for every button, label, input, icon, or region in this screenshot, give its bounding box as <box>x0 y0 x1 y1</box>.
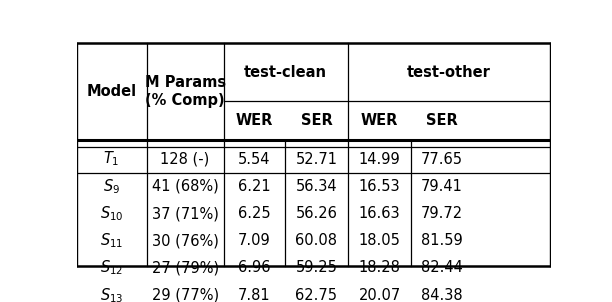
Text: 18.28: 18.28 <box>359 260 400 275</box>
Text: 62.75: 62.75 <box>296 288 337 302</box>
Text: 37 (71%): 37 (71%) <box>152 206 218 221</box>
Text: M Params
(% Comp): M Params (% Comp) <box>144 75 226 108</box>
Text: test-other: test-other <box>407 65 491 80</box>
Text: 30 (76%): 30 (76%) <box>152 233 218 248</box>
Text: 16.53: 16.53 <box>359 179 400 194</box>
Text: 6.21: 6.21 <box>238 179 271 194</box>
Text: 79.41: 79.41 <box>421 179 463 194</box>
Text: WER: WER <box>361 113 398 128</box>
Text: $S_{10}$: $S_{10}$ <box>100 204 124 223</box>
Text: 77.65: 77.65 <box>420 152 463 167</box>
Text: 29 (77%): 29 (77%) <box>152 288 218 302</box>
Text: 7.09: 7.09 <box>238 233 271 248</box>
Text: $T_1$: $T_1$ <box>103 150 120 169</box>
Text: 56.26: 56.26 <box>296 206 337 221</box>
Text: Model: Model <box>86 84 136 99</box>
Text: $S_9$: $S_9$ <box>103 177 120 196</box>
Text: 16.63: 16.63 <box>359 206 400 221</box>
Text: $S_{12}$: $S_{12}$ <box>100 259 123 277</box>
Text: test-clean: test-clean <box>244 65 327 80</box>
Text: 84.38: 84.38 <box>421 288 463 302</box>
Text: 81.59: 81.59 <box>421 233 463 248</box>
Text: 7.81: 7.81 <box>238 288 271 302</box>
Text: 6.96: 6.96 <box>238 260 271 275</box>
Text: 128 (-): 128 (-) <box>160 152 210 167</box>
Text: 5.54: 5.54 <box>238 152 271 167</box>
Text: SER: SER <box>300 113 332 128</box>
Text: 79.72: 79.72 <box>420 206 463 221</box>
Text: WER: WER <box>236 113 273 128</box>
Text: 82.44: 82.44 <box>421 260 463 275</box>
Text: 59.25: 59.25 <box>296 260 337 275</box>
Text: 41 (68%): 41 (68%) <box>152 179 218 194</box>
Text: 6.25: 6.25 <box>238 206 271 221</box>
Text: 20.07: 20.07 <box>359 288 401 302</box>
Text: 52.71: 52.71 <box>296 152 337 167</box>
Text: 18.05: 18.05 <box>359 233 400 248</box>
Text: 27 (79%): 27 (79%) <box>152 260 218 275</box>
Text: 56.34: 56.34 <box>296 179 337 194</box>
Text: $S_{13}$: $S_{13}$ <box>100 286 123 302</box>
Text: SER: SER <box>426 113 458 128</box>
Text: $S_{11}$: $S_{11}$ <box>100 231 123 250</box>
Text: 60.08: 60.08 <box>296 233 337 248</box>
Text: 14.99: 14.99 <box>359 152 400 167</box>
